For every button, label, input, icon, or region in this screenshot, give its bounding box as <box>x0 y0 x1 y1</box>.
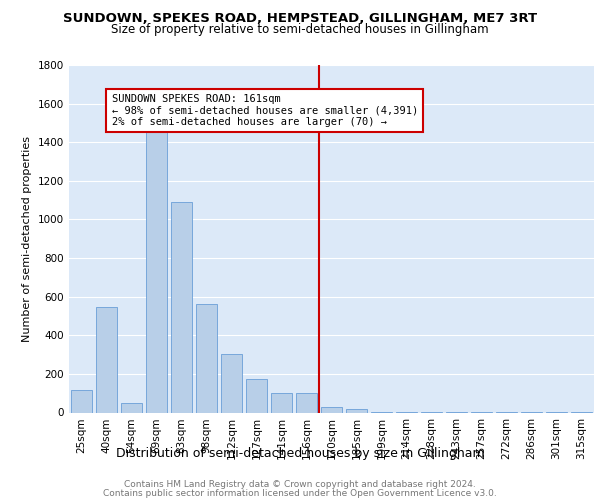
Bar <box>121 403 142 412</box>
Text: SUNDOWN SPEKES ROAD: 161sqm
← 98% of semi-detached houses are smaller (4,391)
2%: SUNDOWN SPEKES ROAD: 161sqm ← 98% of sem… <box>112 94 418 127</box>
Text: Contains public sector information licensed under the Open Government Licence v3: Contains public sector information licen… <box>103 489 497 498</box>
Bar <box>96 308 117 412</box>
Bar <box>246 378 267 412</box>
Bar <box>196 304 217 412</box>
Bar <box>71 390 92 412</box>
Text: Distribution of semi-detached houses by size in Gillingham: Distribution of semi-detached houses by … <box>116 448 484 460</box>
Bar <box>321 406 342 412</box>
Y-axis label: Number of semi-detached properties: Number of semi-detached properties <box>22 136 32 342</box>
Bar <box>171 202 192 412</box>
Bar <box>146 130 167 412</box>
Text: Contains HM Land Registry data © Crown copyright and database right 2024.: Contains HM Land Registry data © Crown c… <box>124 480 476 489</box>
Bar <box>346 408 367 412</box>
Text: SUNDOWN, SPEKES ROAD, HEMPSTEAD, GILLINGHAM, ME7 3RT: SUNDOWN, SPEKES ROAD, HEMPSTEAD, GILLING… <box>63 12 537 26</box>
Text: Size of property relative to semi-detached houses in Gillingham: Size of property relative to semi-detach… <box>111 22 489 36</box>
Bar <box>296 393 317 412</box>
Bar <box>221 354 242 412</box>
Bar <box>271 393 292 412</box>
